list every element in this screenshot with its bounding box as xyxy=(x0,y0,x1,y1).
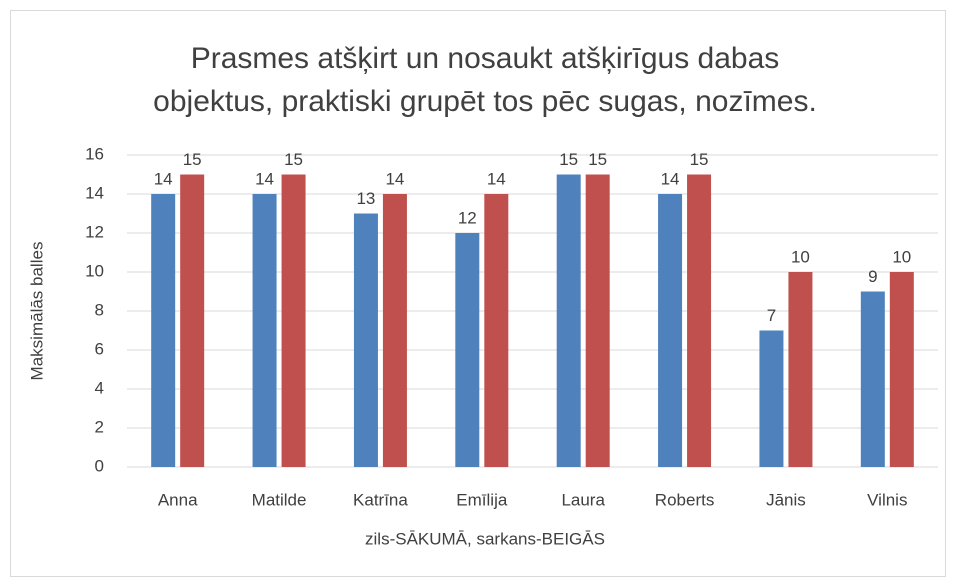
bar xyxy=(556,174,581,467)
x-axis-label: zils-SĀKUMĀ, sarkans-BEIGĀS xyxy=(365,529,605,548)
data-label: 15 xyxy=(559,150,578,169)
data-label: 14 xyxy=(154,169,173,188)
data-label: 14 xyxy=(661,169,680,188)
bar xyxy=(151,194,176,467)
data-label: 14 xyxy=(487,169,506,188)
x-tick-label: Roberts xyxy=(655,490,715,509)
x-tick-label: Anna xyxy=(158,490,198,509)
y-tick-label: 12 xyxy=(85,222,104,241)
bar xyxy=(281,174,306,467)
data-label: 15 xyxy=(183,150,202,169)
data-label: 7 xyxy=(767,306,776,325)
y-tick-label: 4 xyxy=(95,378,104,397)
y-tick-label: 2 xyxy=(95,417,104,436)
y-tick-label: 16 xyxy=(85,144,104,163)
data-label: 14 xyxy=(255,169,274,188)
bar xyxy=(860,291,885,467)
bar xyxy=(585,174,610,467)
y-axis-label: Maksimālās balles xyxy=(27,242,46,381)
x-tick-label: Laura xyxy=(561,490,605,509)
data-label: 13 xyxy=(356,189,375,208)
y-tick-label: 10 xyxy=(85,261,104,280)
x-tick-label: Emīlija xyxy=(456,490,508,509)
data-label: 12 xyxy=(458,208,477,227)
y-tick-label: 0 xyxy=(95,456,104,475)
bar xyxy=(759,330,784,467)
bar xyxy=(252,194,277,467)
bar xyxy=(687,174,712,467)
x-tick-label: Jānis xyxy=(766,490,806,509)
bar xyxy=(788,272,813,467)
bar xyxy=(484,194,509,467)
data-label: 15 xyxy=(588,150,607,169)
bar xyxy=(455,233,480,467)
chart-title: Prasmes atšķirt un nosaukt atšķirīgus da… xyxy=(191,42,780,75)
data-label: 9 xyxy=(868,267,877,286)
data-label: 14 xyxy=(385,169,404,188)
x-tick-label: Matilde xyxy=(252,490,307,509)
data-label: 10 xyxy=(791,247,810,266)
data-label: 10 xyxy=(892,247,911,266)
bar xyxy=(353,213,378,467)
data-label: 15 xyxy=(690,150,709,169)
y-tick-label: 14 xyxy=(85,183,104,202)
x-tick-label: Vilnis xyxy=(867,490,907,509)
chart-title: objektus, praktiski grupēt tos pēc sugas… xyxy=(153,85,817,118)
x-tick-label: Katrīna xyxy=(353,490,408,509)
y-tick-label: 8 xyxy=(95,300,104,319)
data-label: 15 xyxy=(284,150,303,169)
bar xyxy=(658,194,683,467)
bar xyxy=(382,194,407,467)
bar xyxy=(180,174,205,467)
bar xyxy=(889,272,914,467)
y-tick-label: 6 xyxy=(95,339,104,358)
